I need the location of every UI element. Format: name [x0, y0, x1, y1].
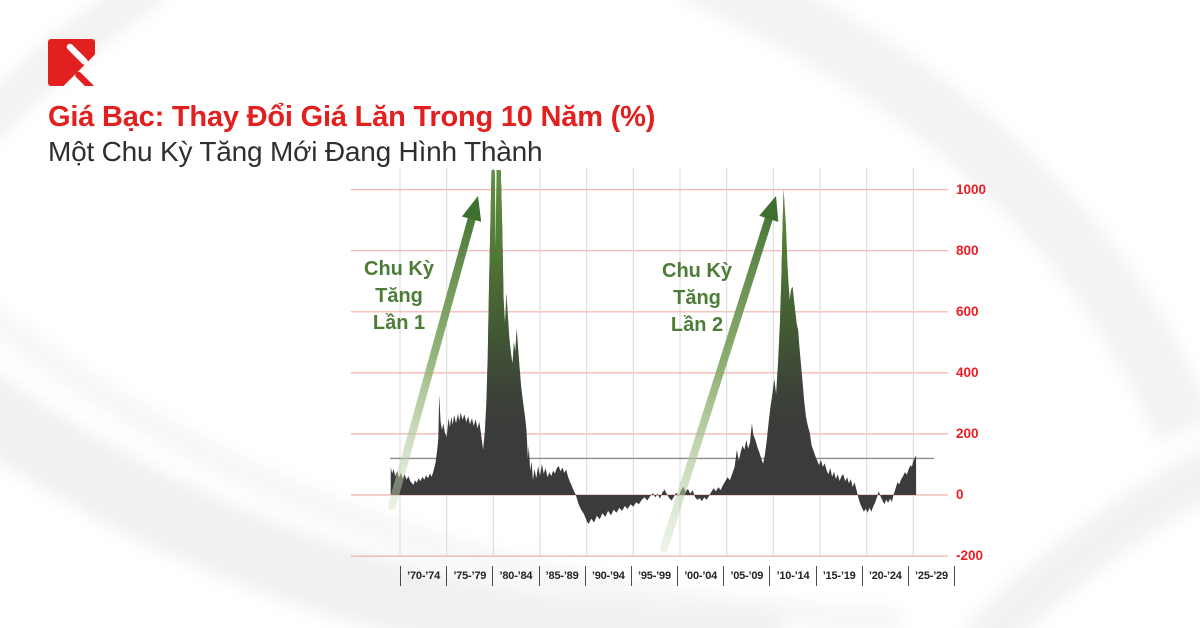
x-axis-label: ’20-’24 [861, 566, 908, 586]
y-tick-label: -200 [956, 548, 984, 564]
x-axis-label: ’05-’09 [723, 566, 769, 586]
x-axis-label: ’90-’94 [584, 566, 631, 586]
x-axis-label: ’85-’89 [538, 566, 585, 586]
y-tick-label: 400 [956, 364, 979, 380]
y-tick-label: 800 [956, 242, 979, 258]
trend-arrow-1 [388, 205, 479, 510]
annotation-line: Tăng [375, 285, 423, 307]
trend-arrow-1-head [461, 196, 482, 222]
swoosh-top-right [683, 0, 1200, 442]
annotation-line: Chu Kỳ [662, 260, 732, 282]
swoosh-bottom-inner [0, 308, 901, 628]
y-tick-label: 200 [956, 425, 979, 441]
x-axis-label: ’10-’14 [769, 566, 815, 586]
page-subtitle: Một Chu Kỳ Tăng Mới Đang Hình Thành [48, 136, 543, 167]
x-axis-label: ’25-’29 [907, 566, 956, 586]
x-axis-label: ’00-’04 [677, 566, 723, 586]
green-spike-1 [478, 170, 530, 495]
brand-logo-icon [48, 39, 96, 92]
x-axis-label: ’95-’99 [630, 566, 677, 586]
annotation-line: Lần 2 [670, 314, 724, 336]
swoosh-bottom-left [0, 375, 781, 628]
trend-arrow-2-head [759, 196, 779, 222]
x-axis-label: ’75-’79 [446, 566, 492, 586]
swoosh-bottom-right [964, 450, 1200, 628]
x-axis-label: ’80-’84 [492, 566, 538, 586]
annotation-line: Chu Kỳ [364, 258, 434, 280]
annotation-line: Tăng [673, 287, 721, 309]
annotation-line: Lần 1 [372, 312, 426, 334]
x-axis-label: ’70-’74 [400, 566, 446, 586]
brand-logo [48, 39, 96, 92]
green-spike-2 [761, 189, 814, 495]
annotation-cycle-2: Chu Kỳ Tăng Lần 2 [631, 258, 763, 339]
trend-arrow-2 [660, 205, 776, 552]
annotation-cycle-1: Chu Kỳ Tăng Lần 1 [333, 256, 465, 337]
y-tick-label: 0 [956, 487, 964, 502]
x-axis-label: ’15-’19 [815, 566, 862, 586]
page-title: Giá Bạc: Thay Đổi Giá Lăn Trong 10 Năm (… [48, 101, 656, 133]
y-tick-label: 1000 [956, 181, 987, 197]
x-axis: ’70-’74’75-’79’80-’84’85-’89’90-’94’95-’… [400, 566, 956, 586]
y-tick-label: 600 [956, 303, 979, 319]
